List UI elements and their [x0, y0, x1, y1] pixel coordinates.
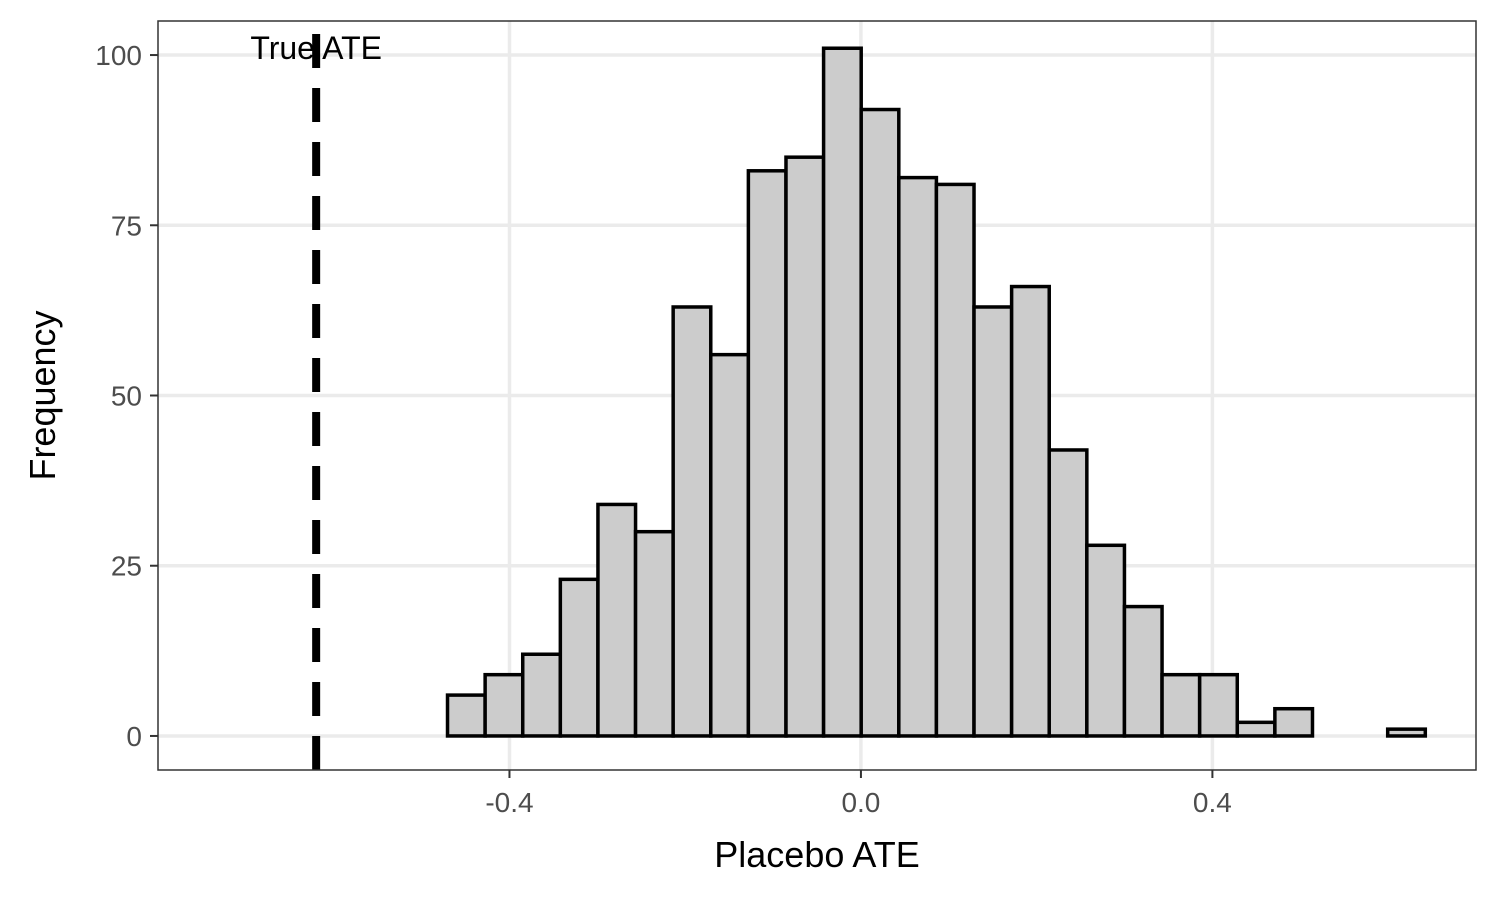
histogram-bar	[1235, 720, 1277, 738]
histogram-bar	[1047, 448, 1089, 738]
histogram-bar	[709, 352, 751, 738]
histogram-bar	[1273, 706, 1315, 738]
y-tick-label: 0	[126, 721, 142, 752]
x-tick-label: -0.4	[485, 787, 533, 818]
histogram-bar	[746, 169, 788, 738]
histogram-bar	[520, 652, 563, 738]
histogram-bar	[934, 182, 976, 738]
histogram-bar	[859, 107, 901, 738]
x-axis-title: Placebo ATE	[714, 834, 919, 875]
histogram-bar	[1122, 604, 1164, 738]
histogram-bar	[1197, 672, 1240, 738]
histogram-bar	[633, 529, 675, 738]
histogram-bar	[972, 305, 1014, 738]
histogram-bar	[1160, 672, 1202, 738]
y-tick-label: 75	[111, 210, 142, 241]
histogram-bars	[445, 46, 1428, 738]
histogram-bar	[1009, 284, 1051, 738]
histogram-bar	[1385, 727, 1428, 738]
histogram-bar	[821, 46, 863, 738]
true-ate-label: True ATE	[250, 30, 382, 66]
reference-line-group: True ATE	[250, 21, 382, 770]
histogram-bar	[483, 672, 525, 738]
axes: -0.4 0.0 0.4 0 25 50 75 100	[95, 40, 1232, 818]
histogram-bar	[784, 155, 826, 738]
histogram-bar	[558, 577, 600, 738]
histogram-bar	[1085, 543, 1127, 738]
histogram-bar	[596, 502, 638, 738]
y-tick-label: 50	[111, 381, 142, 412]
y-tick-label: 25	[111, 551, 142, 582]
histogram-bar	[445, 693, 487, 738]
histogram-bar	[897, 175, 939, 738]
y-tick-label: 100	[95, 40, 142, 71]
histogram-bar	[671, 305, 713, 738]
x-tick-label: 0.4	[1193, 787, 1232, 818]
x-tick-label: 0.0	[841, 787, 880, 818]
y-axis-title: Frequency	[22, 310, 63, 480]
